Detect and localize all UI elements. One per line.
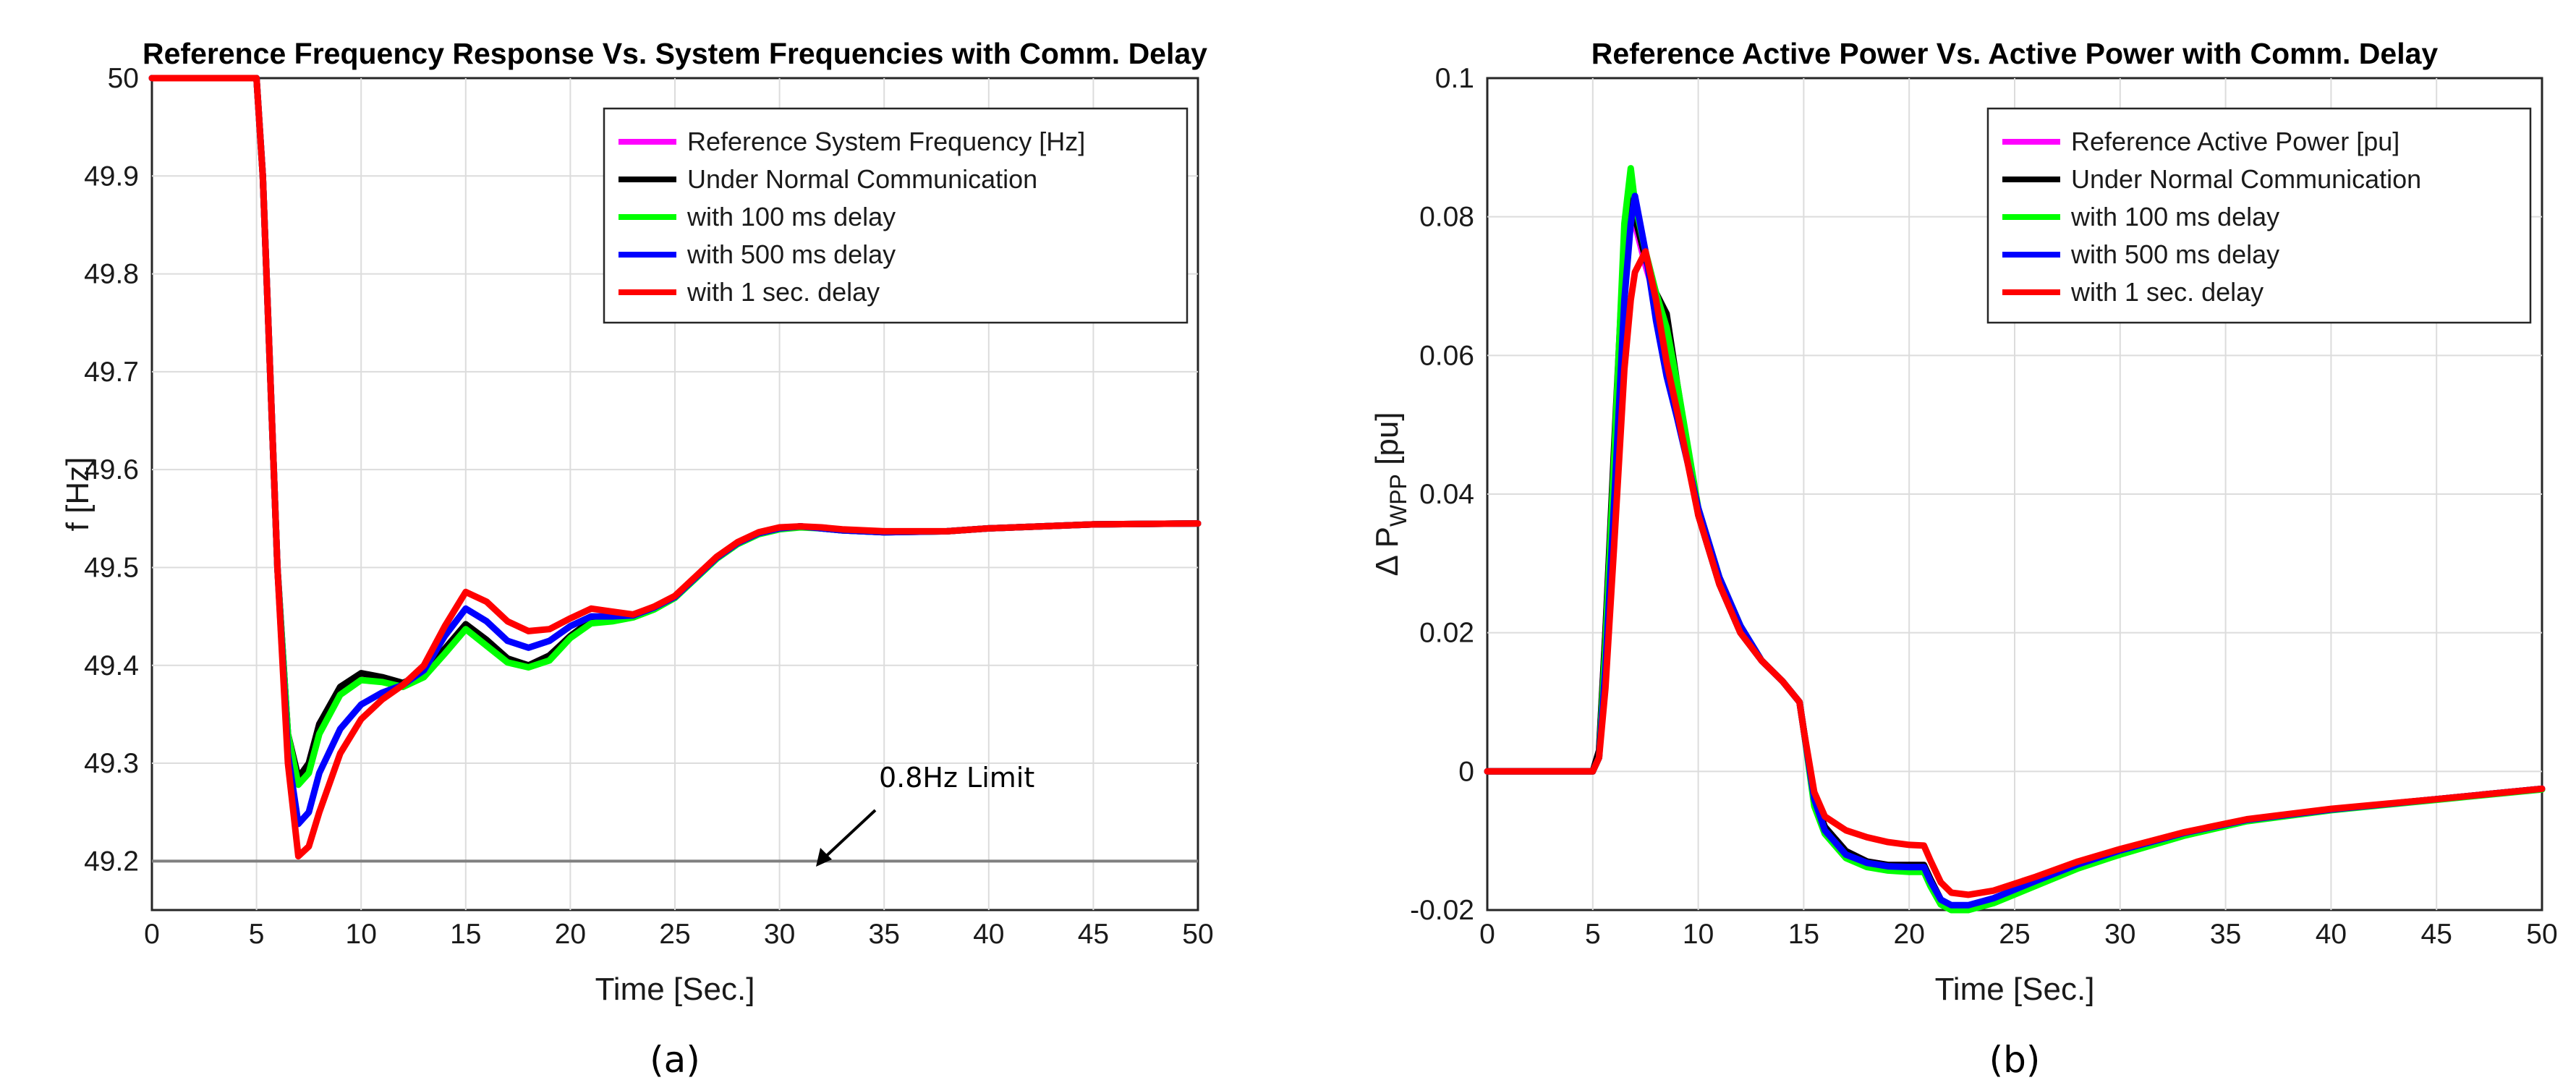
x-tick-label: 15 xyxy=(1788,919,1819,950)
legend-label-1: Reference System Frequency [Hz] xyxy=(687,127,1085,156)
x-tick-label: 35 xyxy=(2210,919,2241,950)
x-tick-label: 0 xyxy=(1479,919,1495,950)
x-tick-label: 50 xyxy=(1182,919,1213,950)
x-tick-label: 30 xyxy=(2104,919,2135,950)
legend-box-a xyxy=(603,107,1189,324)
x-tick-label: 20 xyxy=(1894,919,1925,950)
x-tick-label: 40 xyxy=(973,919,1004,950)
y-axis-label-b-main: Δ P xyxy=(1369,527,1405,577)
annotation-label-a: 0.8Hz Limit xyxy=(879,762,1034,794)
series-line-5 xyxy=(1484,248,2546,898)
tick-labels-a: 0 5 10 15 20 25 30 35 40 45 50 49.2 49.3 49.4 49.5 49.6… xyxy=(84,63,1214,950)
y-tick-label: 49.2 xyxy=(84,846,139,877)
y-tick-label: 49.4 xyxy=(84,650,139,681)
annotation-arrow-a xyxy=(820,809,877,862)
x-tick-label: 0 xyxy=(144,919,160,950)
x-axis-label-b: Time [Sec.] xyxy=(1935,972,2095,1007)
x-tick-label: 25 xyxy=(1999,919,2030,950)
y-tick-label: 49.6 xyxy=(84,454,139,485)
chart-panel-b: 0 5 10 15 20 25 30 35 40 45 50-0.0200.020.040.060.… xyxy=(1369,37,2558,1081)
legend-label-3: with 100 ms delay xyxy=(686,202,896,231)
y-tick-label: -0.02 xyxy=(1410,895,1474,926)
x-tick-label: 30 xyxy=(764,919,795,950)
legend-b: Reference Active Power [pu] Under Normal … xyxy=(1986,107,2532,324)
y-axis-label-b-unit: [pu] xyxy=(1369,412,1405,474)
x-tick-label: 45 xyxy=(1078,919,1109,950)
y-tick-label: 49.3 xyxy=(84,748,139,779)
y-tick-label: 0 xyxy=(1458,756,1474,787)
x-tick-label: 10 xyxy=(1683,919,1714,950)
legend-label-4: with 500 ms delay xyxy=(686,239,896,269)
y-tick-label: 0.06 xyxy=(1419,340,1474,371)
annotation-arrowhead-a xyxy=(816,848,832,867)
chart-title-a: Reference Frequency Response Vs. System … xyxy=(143,37,1207,70)
y-axis-label-b-sub: WPP xyxy=(1385,474,1411,527)
caption-a: (a) xyxy=(650,1039,700,1081)
y-tick-label: 0.1 xyxy=(1435,63,1474,94)
x-tick-label: 5 xyxy=(249,919,265,950)
series-group-a xyxy=(148,75,1202,863)
x-tick-label: 35 xyxy=(869,919,900,950)
series-group-b xyxy=(1484,165,2546,914)
tick-labels-b: 0 5 10 15 20 25 30 35 40 45 50-0.0200.020.040.060.… xyxy=(1410,63,2558,950)
x-tick-label: 45 xyxy=(2421,919,2452,950)
y-tick-label: 0.02 xyxy=(1419,618,1474,649)
y-tick-label: 49.5 xyxy=(84,552,139,583)
x-tick-label: 10 xyxy=(346,919,377,950)
y-tick-label: 49.8 xyxy=(84,259,139,290)
y-tick-label: 49.9 xyxy=(84,161,139,192)
chart-panel-a: 0 5 10 15 20 25 30 35 40 45 50 49.2 49.3 49.4 49.5 49.6… xyxy=(60,37,1214,1081)
x-tick-label: 5 xyxy=(1585,919,1601,950)
legend-label-3: with 100 ms delay xyxy=(2070,202,2279,231)
y-tick-label: 0.08 xyxy=(1419,202,1474,233)
y-axis-label-a: f [Hz] xyxy=(60,457,95,532)
legend-label-2: Under Normal Communication xyxy=(2071,164,2421,194)
legend-label-5: with 1 sec. delay xyxy=(2070,277,2263,307)
caption-b: (b) xyxy=(1989,1039,2041,1081)
legend-label-1: Reference Active Power [pu] xyxy=(2071,127,2399,156)
x-tick-label: 20 xyxy=(555,919,586,950)
legend-label-4: with 500 ms delay xyxy=(2070,239,2279,269)
y-tick-label: 0.04 xyxy=(1419,479,1474,510)
legend-box-b xyxy=(1986,107,2532,324)
x-tick-label: 15 xyxy=(450,919,481,950)
chart-title-b: Reference Active Power Vs. Active Power … xyxy=(1591,37,2439,70)
legend-a: Reference System Frequency [Hz] Under Nor… xyxy=(603,107,1189,324)
legend-label-2: Under Normal Communication xyxy=(687,164,1037,194)
y-tick-label: 50 xyxy=(108,63,139,94)
legend-label-5: with 1 sec. delay xyxy=(686,277,880,307)
series-line-5 xyxy=(148,75,1202,860)
x-tick-label: 40 xyxy=(2316,919,2347,950)
x-axis-label-a: Time [Sec.] xyxy=(595,972,755,1007)
y-tick-label: 49.7 xyxy=(84,357,139,388)
y-axis-label-b: Δ PWPP [pu] xyxy=(1369,412,1411,576)
x-tick-label: 25 xyxy=(659,919,690,950)
x-tick-label: 50 xyxy=(2526,919,2557,950)
